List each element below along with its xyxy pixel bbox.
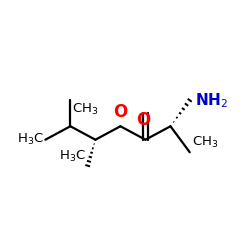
Text: H$_3$C: H$_3$C: [16, 132, 44, 147]
Text: CH$_3$: CH$_3$: [192, 135, 218, 150]
Text: O: O: [136, 111, 151, 129]
Text: CH$_3$: CH$_3$: [72, 102, 99, 117]
Text: NH$_2$: NH$_2$: [194, 91, 228, 110]
Text: O: O: [113, 104, 128, 122]
Text: H$_3$C: H$_3$C: [59, 149, 86, 164]
